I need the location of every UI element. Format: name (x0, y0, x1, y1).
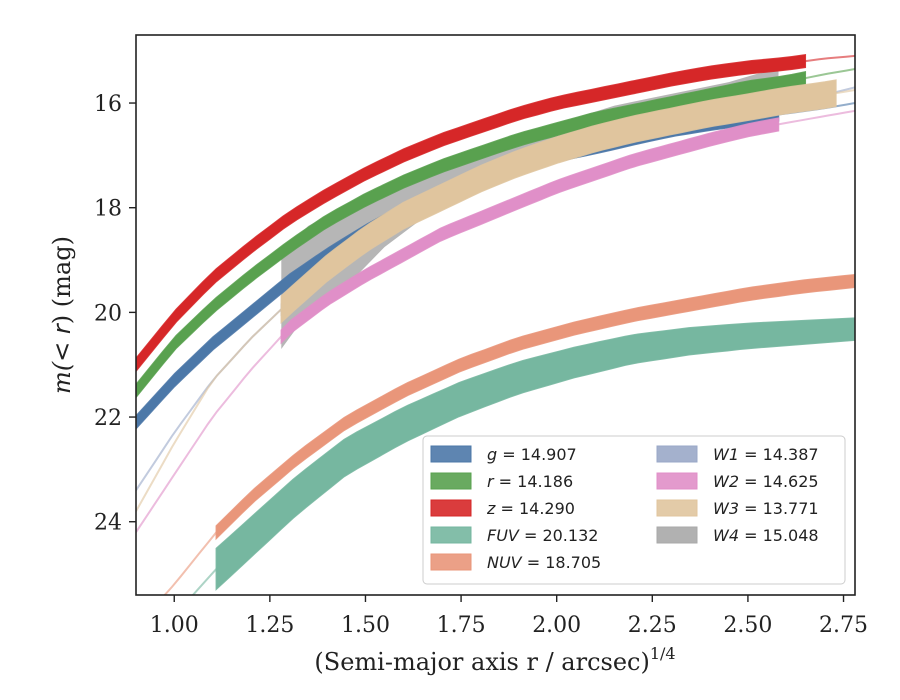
x-tick-label: 1.25 (245, 613, 294, 638)
legend-label-g: g = 14.907 (487, 445, 577, 464)
series-W2-band (280, 117, 780, 345)
legend-swatch-W2 (656, 472, 698, 490)
series-NUV-band (215, 273, 855, 541)
y-tick-label: 24 (94, 511, 122, 536)
legend-swatch-W3 (656, 499, 698, 517)
y-tick-label: 18 (94, 197, 122, 222)
legend-label-W3: W3 = 13.771 (713, 499, 819, 518)
legend-swatch-NUV (430, 553, 472, 571)
series-FUV-band (215, 317, 855, 591)
x-tick-label: 2.75 (819, 613, 868, 638)
x-tick-label: 2.25 (628, 613, 677, 638)
legend-label-r: r = 14.186 (487, 472, 573, 491)
x-tick-label: 2.00 (532, 613, 581, 638)
legend-swatch-r (430, 472, 472, 490)
x-tick-label: 1.00 (150, 613, 199, 638)
y-axis-label-math: < r (48, 322, 76, 362)
series-W3-band (280, 79, 837, 325)
x-axis-label-superscript: 1/4 (650, 644, 676, 663)
y-tick-label: 16 (94, 92, 122, 117)
x-tick-label: 2.50 (723, 613, 772, 638)
legend-swatch-W1 (656, 445, 698, 463)
y-axis-ticks: 16 18 20 22 24 (94, 92, 136, 536)
legend: g = 14.907 r = 14.186 z = 14.290 FUV = 20.1… (422, 435, 846, 585)
legend-swatch-FUV (430, 526, 472, 544)
plot-frame (135, 34, 856, 596)
data-layer (136, 54, 855, 595)
series-z-band (136, 54, 807, 373)
legend-label-NUV: NUV = 18.705 (487, 553, 601, 572)
y-axis-label: m(< r) (mag) (48, 236, 76, 394)
legend-label-W1: W1 = 14.387 (713, 445, 819, 464)
x-axis-ticks: 1.00 1.25 1.50 1.75 2.00 2.25 2.50 2.75 (150, 595, 868, 638)
legend-swatch-W4 (656, 526, 698, 544)
x-tick-label: 1.75 (437, 613, 486, 638)
legend-label-z: z = 14.290 (486, 499, 575, 518)
legend-swatch-z (430, 499, 472, 517)
y-tick-label: 20 (94, 301, 122, 326)
legend-box (422, 435, 846, 585)
legend-label-FUV: FUV = 20.132 (487, 526, 598, 545)
x-axis-label: (Semi-major axis r / arcsec)1/4 (314, 644, 675, 676)
x-tick-label: 1.50 (341, 613, 390, 638)
x-axis-label-main: (Semi-major axis r / arcsec) (314, 648, 649, 676)
y-axis-label-prefix: m( (48, 361, 76, 394)
legend-label-W2: W2 = 14.625 (713, 472, 819, 491)
legend-label-W4: W4 = 15.048 (713, 526, 819, 545)
y-axis-label-suffix: ) (mag) (48, 236, 76, 324)
legend-swatch-g (430, 445, 472, 463)
y-tick-label: 22 (94, 406, 122, 431)
